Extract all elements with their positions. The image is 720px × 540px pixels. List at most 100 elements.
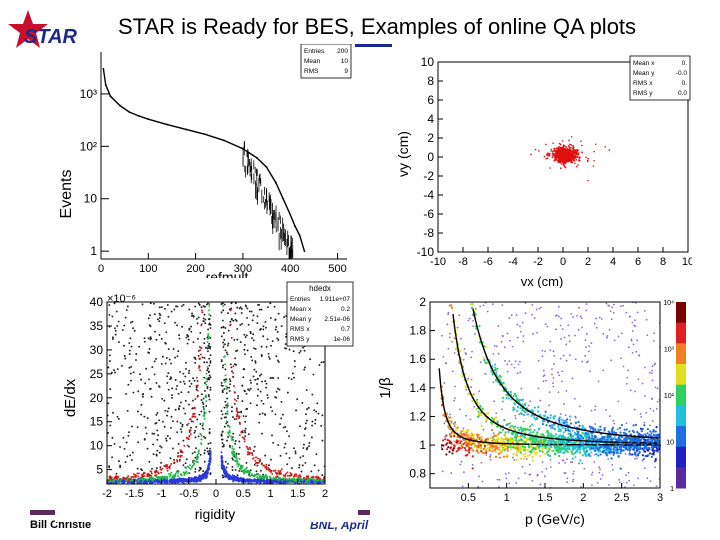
tof-point (594, 405, 597, 408)
dedx-point-protons (260, 463, 263, 466)
dedx-point-protons (134, 476, 137, 479)
dedx-point-background (196, 317, 198, 320)
tof-point (566, 477, 569, 480)
dedx-point-background (221, 366, 224, 369)
dedx-point-background (191, 452, 194, 455)
dedx-point-protons (166, 467, 169, 470)
dedx-point-protons (238, 415, 241, 418)
dedx-point-background (261, 412, 264, 415)
dedx-point-background (167, 372, 170, 375)
tof-point (654, 458, 657, 461)
tof-point (529, 400, 532, 403)
dedx-point-pions (146, 480, 149, 483)
dedx-point-protons (199, 349, 202, 352)
dedx-point-protons (189, 418, 192, 420)
tof-point (591, 471, 594, 474)
dedx-point-background (234, 357, 237, 360)
dedx-point-background (238, 469, 241, 472)
dedx-point-background (195, 447, 197, 450)
dedx-point-kaons (293, 477, 296, 480)
tof-point (524, 411, 527, 414)
dedx-point-kaons (299, 477, 302, 480)
dedx-point-background (203, 313, 206, 316)
dedx-point-kaons (157, 476, 160, 478)
dedx-point-background (149, 338, 152, 341)
vertex-point (572, 151, 575, 154)
tof-point (531, 479, 534, 482)
tof-point (636, 457, 638, 460)
dedx-point-protons (286, 471, 289, 474)
tof-point (646, 477, 649, 480)
tof-point (593, 461, 596, 463)
dedx-point-background (224, 349, 227, 352)
tof-point (505, 477, 508, 480)
tof-point (578, 462, 581, 465)
tof-point (627, 369, 630, 372)
stats-value: 0. (682, 60, 688, 67)
dedx-point-kaons (254, 473, 257, 476)
dedx-point-background (244, 427, 247, 430)
dedx-point-pions (209, 459, 212, 461)
tof-point (468, 317, 471, 320)
dedx-point-background (277, 339, 280, 341)
dedx-point-background (241, 384, 244, 387)
tof-point (440, 446, 443, 449)
tof-point (522, 335, 525, 337)
tof-point (591, 484, 593, 487)
dedx-point-background (275, 390, 278, 393)
tof-point (544, 452, 547, 456)
dedx-point-kaons (243, 468, 246, 471)
dedx-point-kaons (160, 476, 163, 479)
dedx-point-background (165, 331, 168, 334)
dedx-point-background (315, 410, 318, 413)
tof-point (625, 481, 628, 484)
dedx-point-pions (232, 478, 235, 481)
dedx-point-kaons (226, 413, 229, 416)
dedx-point-protons (198, 358, 201, 361)
dedx-point-background (227, 329, 230, 332)
vertex-point (574, 150, 577, 152)
dedx-point-background (305, 413, 307, 416)
dedx-point-kaons (167, 473, 170, 475)
tof-point (585, 332, 588, 335)
dedx-point-background (125, 309, 128, 312)
tof-point (606, 336, 608, 339)
dedx-point-background (163, 399, 166, 402)
dedx-point-pions (206, 470, 209, 473)
dedx-point-background (111, 315, 114, 318)
dedx-point-background (234, 302, 237, 305)
dedx-point-pions (222, 470, 225, 473)
vertex-point (553, 154, 555, 157)
vertex-point (550, 150, 552, 152)
tof-point (454, 385, 456, 388)
tof-point (515, 458, 518, 462)
dedx-point-background (299, 349, 302, 352)
dedx-point-background (167, 315, 170, 318)
tof-point (535, 308, 538, 311)
dedx-point-background (177, 452, 180, 454)
dedx-point-background (194, 429, 197, 432)
dedx-point-kaons (279, 477, 282, 480)
dedx-point-kaons (278, 476, 280, 479)
dedx-point-protons (118, 478, 121, 480)
tof-point (516, 372, 519, 375)
dedx-point-background (172, 420, 174, 423)
dedx-point-background (174, 379, 177, 381)
dedx-point-kaons (140, 478, 143, 481)
dedx-point-background (287, 377, 290, 379)
dedx-point-background (110, 371, 113, 374)
dedx-point-pions (300, 481, 303, 484)
dedx-point-background (184, 399, 187, 402)
vertex-point (557, 154, 560, 157)
vertex-point (567, 159, 570, 162)
tof-point (552, 377, 555, 379)
tof-point (549, 458, 552, 461)
dedx-point-background (285, 430, 288, 433)
tof-point (649, 424, 651, 427)
dedx-point-kaons (293, 480, 296, 483)
tof-point (548, 404, 551, 407)
vertex-point (546, 157, 549, 160)
tof-point (654, 386, 657, 389)
dedx-point-background (200, 410, 203, 413)
dedx-point-background (302, 455, 305, 457)
